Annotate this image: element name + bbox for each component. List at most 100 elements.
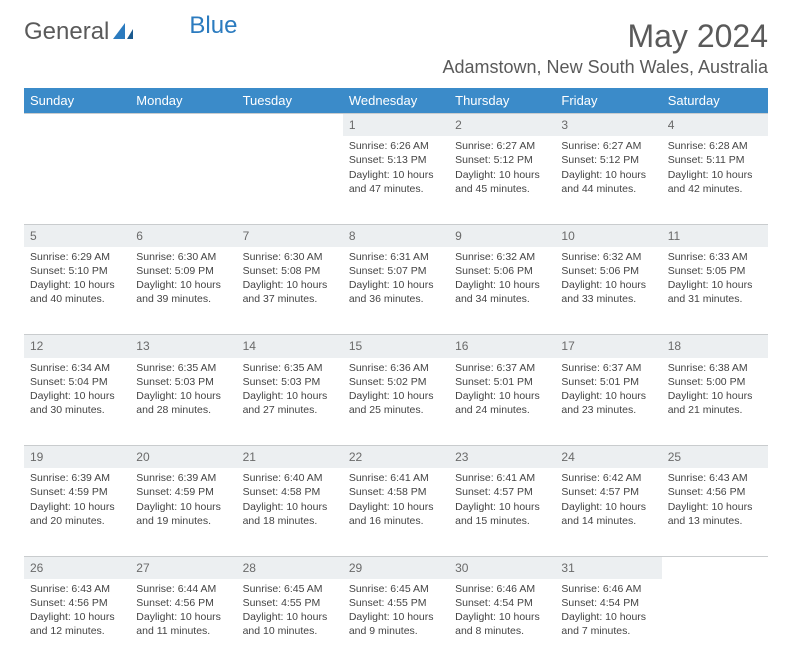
sunrise-line: Sunrise: 6:37 AM bbox=[561, 361, 655, 375]
sunset-line: Sunset: 5:04 PM bbox=[30, 375, 124, 389]
daylight-line: Daylight: 10 hours and 45 minutes. bbox=[455, 168, 549, 196]
sunrise-line: Sunrise: 6:30 AM bbox=[136, 250, 230, 264]
day-number-cell: 5 bbox=[24, 224, 130, 247]
sunset-line: Sunset: 5:06 PM bbox=[455, 264, 549, 278]
day-number-cell: 19 bbox=[24, 446, 130, 469]
day-info-cell: Sunrise: 6:31 AMSunset: 5:07 PMDaylight:… bbox=[343, 247, 449, 335]
day-info-cell bbox=[24, 136, 130, 224]
daylight-line: Daylight: 10 hours and 42 minutes. bbox=[668, 168, 762, 196]
daylight-line: Daylight: 10 hours and 27 minutes. bbox=[243, 389, 337, 417]
sunset-line: Sunset: 5:01 PM bbox=[561, 375, 655, 389]
day-info-row: Sunrise: 6:39 AMSunset: 4:59 PMDaylight:… bbox=[24, 468, 768, 556]
day-number-cell: 30 bbox=[449, 556, 555, 579]
sunset-line: Sunset: 5:03 PM bbox=[136, 375, 230, 389]
day-number-cell: 18 bbox=[662, 335, 768, 358]
daylight-line: Daylight: 10 hours and 36 minutes. bbox=[349, 278, 443, 306]
day-info-cell: Sunrise: 6:45 AMSunset: 4:55 PMDaylight:… bbox=[343, 579, 449, 667]
daylight-line: Daylight: 10 hours and 15 minutes. bbox=[455, 500, 549, 528]
sunrise-line: Sunrise: 6:44 AM bbox=[136, 582, 230, 596]
sunset-line: Sunset: 5:12 PM bbox=[455, 153, 549, 167]
day-number-cell: 9 bbox=[449, 224, 555, 247]
daylight-line: Daylight: 10 hours and 10 minutes. bbox=[243, 610, 337, 638]
daylight-line: Daylight: 10 hours and 8 minutes. bbox=[455, 610, 549, 638]
day-number-row: 19202122232425 bbox=[24, 446, 768, 469]
day-info-cell: Sunrise: 6:35 AMSunset: 5:03 PMDaylight:… bbox=[237, 358, 343, 446]
sunset-line: Sunset: 5:10 PM bbox=[30, 264, 124, 278]
sunset-line: Sunset: 4:55 PM bbox=[243, 596, 337, 610]
sunrise-line: Sunrise: 6:45 AM bbox=[349, 582, 443, 596]
sunrise-line: Sunrise: 6:32 AM bbox=[561, 250, 655, 264]
sunrise-line: Sunrise: 6:35 AM bbox=[136, 361, 230, 375]
sunrise-line: Sunrise: 6:31 AM bbox=[349, 250, 443, 264]
day-number-cell: 31 bbox=[555, 556, 661, 579]
day-info-row: Sunrise: 6:43 AMSunset: 4:56 PM Daylight:… bbox=[24, 579, 768, 667]
day-number-row: 1234 bbox=[24, 114, 768, 137]
day-number-cell: 20 bbox=[130, 446, 236, 469]
day-number-cell: 17 bbox=[555, 335, 661, 358]
day-header-row: SundayMondayTuesdayWednesdayThursdayFrid… bbox=[24, 88, 768, 114]
sunset-line: Sunset: 4:56 PM bbox=[30, 596, 124, 610]
sunrise-line: Sunrise: 6:32 AM bbox=[455, 250, 549, 264]
sunset-line: Sunset: 4:55 PM bbox=[349, 596, 443, 610]
day-number-cell: 6 bbox=[130, 224, 236, 247]
day-number-cell: 15 bbox=[343, 335, 449, 358]
day-info-row: Sunrise: 6:34 AMSunset: 5:04 PMDaylight:… bbox=[24, 358, 768, 446]
day-info-cell: Sunrise: 6:35 AMSunset: 5:03 PMDaylight:… bbox=[130, 358, 236, 446]
sunrise-line: Sunrise: 6:36 AM bbox=[349, 361, 443, 375]
daylight-line: Daylight: 10 hours and 24 minutes. bbox=[455, 389, 549, 417]
sunrise-line: Sunrise: 6:29 AM bbox=[30, 250, 124, 264]
brand-logo: General Blue bbox=[24, 18, 237, 46]
daylight-line: Daylight: 10 hours and 47 minutes. bbox=[349, 168, 443, 196]
day-header: Sunday bbox=[24, 88, 130, 114]
day-info-cell: Sunrise: 6:37 AMSunset: 5:01 PMDaylight:… bbox=[555, 358, 661, 446]
day-header: Thursday bbox=[449, 88, 555, 114]
sail-icon bbox=[111, 21, 137, 43]
daylight-line: Daylight: 10 hours and 33 minutes. bbox=[561, 278, 655, 306]
day-number-cell: 2 bbox=[449, 114, 555, 137]
daylight-line: Daylight: 10 hours and 18 minutes. bbox=[243, 500, 337, 528]
day-number-cell: 7 bbox=[237, 224, 343, 247]
sunrise-line: Sunrise: 6:30 AM bbox=[243, 250, 337, 264]
day-info-cell: Sunrise: 6:30 AMSunset: 5:09 PMDaylight:… bbox=[130, 247, 236, 335]
sunrise-line: Sunrise: 6:43 AM bbox=[668, 471, 762, 485]
day-number-cell: 26 bbox=[24, 556, 130, 579]
daylight-line: Daylight: 10 hours and 20 minutes. bbox=[30, 500, 124, 528]
day-number-cell: 24 bbox=[555, 446, 661, 469]
sunrise-line: Sunrise: 6:27 AM bbox=[561, 139, 655, 153]
daylight-line: Daylight: 10 hours and 23 minutes. bbox=[561, 389, 655, 417]
daylight-line: Daylight: 10 hours and 7 minutes. bbox=[561, 610, 655, 638]
day-info-cell: Sunrise: 6:43 AMSunset: 4:56 PMDaylight:… bbox=[662, 468, 768, 556]
sunset-line: Sunset: 4:54 PM bbox=[561, 596, 655, 610]
day-info-cell bbox=[237, 136, 343, 224]
daylight-line: Daylight: 10 hours and 30 minutes. bbox=[30, 389, 124, 417]
day-info-cell: Sunrise: 6:34 AMSunset: 5:04 PMDaylight:… bbox=[24, 358, 130, 446]
sunset-line: Sunset: 4:57 PM bbox=[561, 485, 655, 499]
day-info-cell: Sunrise: 6:30 AMSunset: 5:08 PMDaylight:… bbox=[237, 247, 343, 335]
sunrise-line: Sunrise: 6:41 AM bbox=[455, 471, 549, 485]
day-info-cell: Sunrise: 6:46 AMSunset: 4:54 PMDaylight:… bbox=[449, 579, 555, 667]
sunrise-line: Sunrise: 6:38 AM bbox=[668, 361, 762, 375]
day-number-cell bbox=[130, 114, 236, 137]
day-info-cell: Sunrise: 6:28 AMSunset: 5:11 PMDaylight:… bbox=[662, 136, 768, 224]
day-info-cell: Sunrise: 6:40 AMSunset: 4:58 PMDaylight:… bbox=[237, 468, 343, 556]
day-info-cell bbox=[662, 579, 768, 667]
daylight-line: Daylight: 10 hours and 40 minutes. bbox=[30, 278, 124, 306]
daylight-line: Daylight: 10 hours and 34 minutes. bbox=[455, 278, 549, 306]
daylight-line: Daylight: 10 hours and 21 minutes. bbox=[668, 389, 762, 417]
day-number-cell: 1 bbox=[343, 114, 449, 137]
day-info-row: Sunrise: 6:26 AMSunset: 5:13 PMDaylight:… bbox=[24, 136, 768, 224]
day-number-cell: 12 bbox=[24, 335, 130, 358]
sunrise-line: Sunrise: 6:46 AM bbox=[455, 582, 549, 596]
daylight-line: Daylight: 10 hours and 11 minutes. bbox=[136, 610, 230, 638]
daylight-line: Daylight: 10 hours and 44 minutes. bbox=[561, 168, 655, 196]
daylight-line: Daylight: 10 hours and 9 minutes. bbox=[349, 610, 443, 638]
sunrise-line: Sunrise: 6:39 AM bbox=[30, 471, 124, 485]
sunset-line: Sunset: 4:58 PM bbox=[349, 485, 443, 499]
day-info-cell: Sunrise: 6:32 AMSunset: 5:06 PMDaylight:… bbox=[449, 247, 555, 335]
sunrise-line: Sunrise: 6:43 AM bbox=[30, 582, 124, 596]
page-header: General Blue May 2024 Adamstown, New Sou… bbox=[24, 18, 768, 84]
sunset-line: Sunset: 5:02 PM bbox=[349, 375, 443, 389]
sunrise-line: Sunrise: 6:34 AM bbox=[30, 361, 124, 375]
day-number-cell: 10 bbox=[555, 224, 661, 247]
daylight-line: Daylight: 10 hours and 28 minutes. bbox=[136, 389, 230, 417]
